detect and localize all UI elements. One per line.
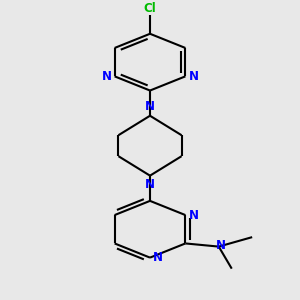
Text: N: N xyxy=(153,251,163,264)
Text: N: N xyxy=(101,70,111,83)
Text: N: N xyxy=(145,178,155,191)
Text: N: N xyxy=(216,238,226,251)
Text: Cl: Cl xyxy=(144,2,156,15)
Text: N: N xyxy=(189,208,199,222)
Text: N: N xyxy=(145,100,155,113)
Text: N: N xyxy=(189,70,199,83)
